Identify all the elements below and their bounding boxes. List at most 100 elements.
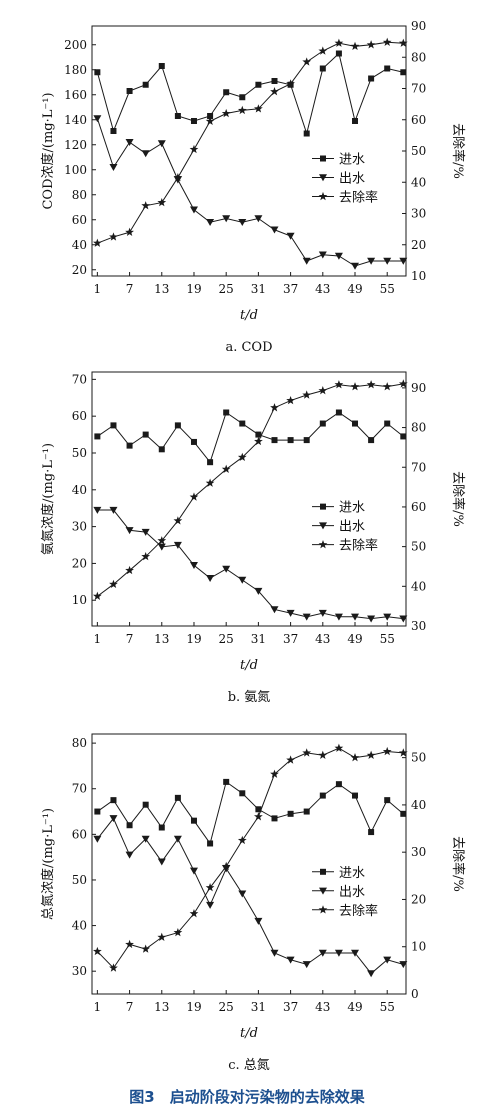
cod-x-tick-label-0: 1 <box>94 282 102 296</box>
cod-x-tick-label-9: 55 <box>380 282 395 296</box>
total-nitrogen-removal-rate-point-6 <box>189 909 199 918</box>
ammonia-y2-tick-label-1: 40 <box>411 579 426 593</box>
total-nitrogen-series-influent <box>94 778 407 847</box>
total-nitrogen-legend-marker-removal-rate <box>318 905 328 914</box>
total-nitrogen-x-tick-label-9: 55 <box>380 1000 395 1014</box>
total-nitrogen-influent-point-14 <box>319 792 326 799</box>
total-nitrogen-x-tick-label-0: 1 <box>94 1000 102 1014</box>
ammonia-removal-rate-point-6 <box>189 492 199 501</box>
ammonia-removal-rate-point-0 <box>92 591 102 600</box>
ammonia-influent-point-3 <box>142 431 149 438</box>
cod-effluent-point-1 <box>109 164 118 172</box>
ammonia-influent-point-13 <box>303 437 310 444</box>
cod-x-tick-label-4: 25 <box>219 282 234 296</box>
cod-effluent-point-10 <box>254 215 263 223</box>
total-nitrogen-removal-rate-point-2 <box>125 939 134 949</box>
ammonia-legend-label-removal-rate: 去除率 <box>339 538 378 554</box>
total-nitrogen-removal-rate-point-11 <box>270 769 279 778</box>
ammonia-effluent-point-1 <box>109 506 118 514</box>
cod-influent-point-7 <box>207 113 214 119</box>
cod-legend-label-removal-rate: 去除率 <box>339 190 378 206</box>
ammonia-y-tick-label-5: 60 <box>72 409 87 423</box>
total-nitrogen-removal-rate-point-7 <box>205 883 215 892</box>
total-nitrogen-effluent-point-5 <box>173 835 182 843</box>
cod-influent-point-15 <box>335 50 342 57</box>
cod-y-tick-label-6: 140 <box>64 113 87 127</box>
cod-removal-rate-point-9 <box>237 105 247 115</box>
cod-y-tick-label-8: 180 <box>64 63 87 77</box>
ammonia-x-tick-label-1: 7 <box>126 632 134 646</box>
cod-influent-point-13 <box>303 130 310 137</box>
cod-effluent-point-19 <box>399 257 408 265</box>
total-nitrogen-y-tick-label-3: 60 <box>72 827 87 841</box>
total-nitrogen-effluent-line <box>96 817 404 975</box>
cod-removal-rate-point-16 <box>350 41 360 51</box>
total-nitrogen-influent-point-2 <box>126 822 133 829</box>
cod-x-tick-label-2: 13 <box>154 282 169 296</box>
ammonia-effluent-point-2 <box>125 527 134 535</box>
ammonia-removal-rate-point-2 <box>125 565 134 575</box>
cod-effluent-point-3 <box>141 150 150 158</box>
ammonia-effluent-point-18 <box>383 613 392 621</box>
ammonia-influent-point-14 <box>319 420 326 427</box>
cod-effluent-point-18 <box>383 257 392 265</box>
ammonia-removal-rate-point-16 <box>350 382 360 391</box>
total-nitrogen-removal-rate-point-17 <box>366 750 376 759</box>
cod-effluent-point-8 <box>222 215 231 223</box>
cod-influent-point-11 <box>271 78 278 84</box>
ammonia-legend-marker-influent <box>320 503 326 510</box>
cod-influent-point-2 <box>126 88 133 94</box>
cod-influent-point-4 <box>158 63 165 69</box>
total-nitrogen-x-tick-label-8: 49 <box>347 1000 362 1014</box>
total-nitrogen-x-tick-label-7: 43 <box>315 1000 330 1014</box>
total-nitrogen-removal-rate-point-1 <box>109 963 118 972</box>
cod-y-tick-label-0: 20 <box>72 263 87 277</box>
ammonia-x-axis-title: t/d <box>240 658 258 673</box>
total-nitrogen-influent-point-16 <box>352 792 359 799</box>
ammonia-removal-rate-point-10 <box>254 436 263 446</box>
total-nitrogen-x-tick-label-2: 13 <box>154 1000 169 1014</box>
total-nitrogen-effluent-point-4 <box>157 858 166 866</box>
ammonia-removal-rate-point-11 <box>270 403 279 412</box>
total-nitrogen-influent-point-0 <box>94 808 101 815</box>
ammonia-x-tick-label-5: 31 <box>251 632 266 646</box>
total-nitrogen-removal-rate-point-19 <box>398 748 408 757</box>
ammonia-series-influent <box>94 409 407 466</box>
cod-legend-marker-influent <box>320 155 326 162</box>
ammonia-effluent-point-19 <box>399 615 408 623</box>
cod-removal-rate-point-4 <box>157 197 167 207</box>
ammonia-x-tick-label-8: 49 <box>347 632 362 646</box>
total-nitrogen-removal-rate-point-16 <box>350 753 360 762</box>
total-nitrogen-removal-rate-point-12 <box>286 755 295 764</box>
ammonia-removal-rate-point-7 <box>205 478 215 487</box>
figure-caption: 图3 启动阶段对污染物的去除效果 <box>129 1088 365 1106</box>
total-nitrogen-effluent-point-6 <box>189 867 198 875</box>
cod-y2-tick-label-7: 80 <box>411 50 426 64</box>
total-nitrogen-x-axis-title: t/d <box>240 1026 258 1041</box>
total-nitrogen-influent-line <box>97 781 404 845</box>
cod-effluent-point-13 <box>302 257 311 265</box>
total-nitrogen-influent-point-8 <box>223 778 230 785</box>
total-nitrogen-influent-point-19 <box>400 810 407 817</box>
total-nitrogen-influent-point-9 <box>239 790 246 797</box>
total-nitrogen-removal-rate-point-14 <box>318 750 328 759</box>
cod-y2-tick-label-6: 70 <box>411 82 426 96</box>
cod-y2-tick-label-2: 30 <box>411 207 426 221</box>
cod-influent-point-14 <box>319 65 326 72</box>
cod-effluent-point-9 <box>238 219 247 227</box>
ammonia-x-tick-label-3: 19 <box>186 632 201 646</box>
ammonia-influent-point-11 <box>271 437 278 444</box>
total-nitrogen-influent-point-13 <box>303 808 310 815</box>
total-nitrogen-effluent-point-11 <box>270 949 279 957</box>
cod-x-tick-label-6: 37 <box>283 282 298 296</box>
ammonia-removal-rate-point-14 <box>318 386 328 395</box>
cod-removal-rate-point-12 <box>286 79 295 88</box>
ammonia-removal-rate-point-18 <box>382 382 392 391</box>
chart-panel-total-nitrogen: 1 7 13 19 25 31 37 43 49 55 30 40 50 60 70 80 0 10 20 30 40 5… <box>0 722 494 1084</box>
total-nitrogen-effluent-point-1 <box>109 815 118 823</box>
cod-y-tick-label-4: 100 <box>64 163 87 177</box>
ammonia-influent-point-5 <box>174 422 181 429</box>
total-nitrogen-series-effluent <box>93 815 408 978</box>
total-nitrogen-legend-label-removal-rate: 去除率 <box>339 903 378 919</box>
